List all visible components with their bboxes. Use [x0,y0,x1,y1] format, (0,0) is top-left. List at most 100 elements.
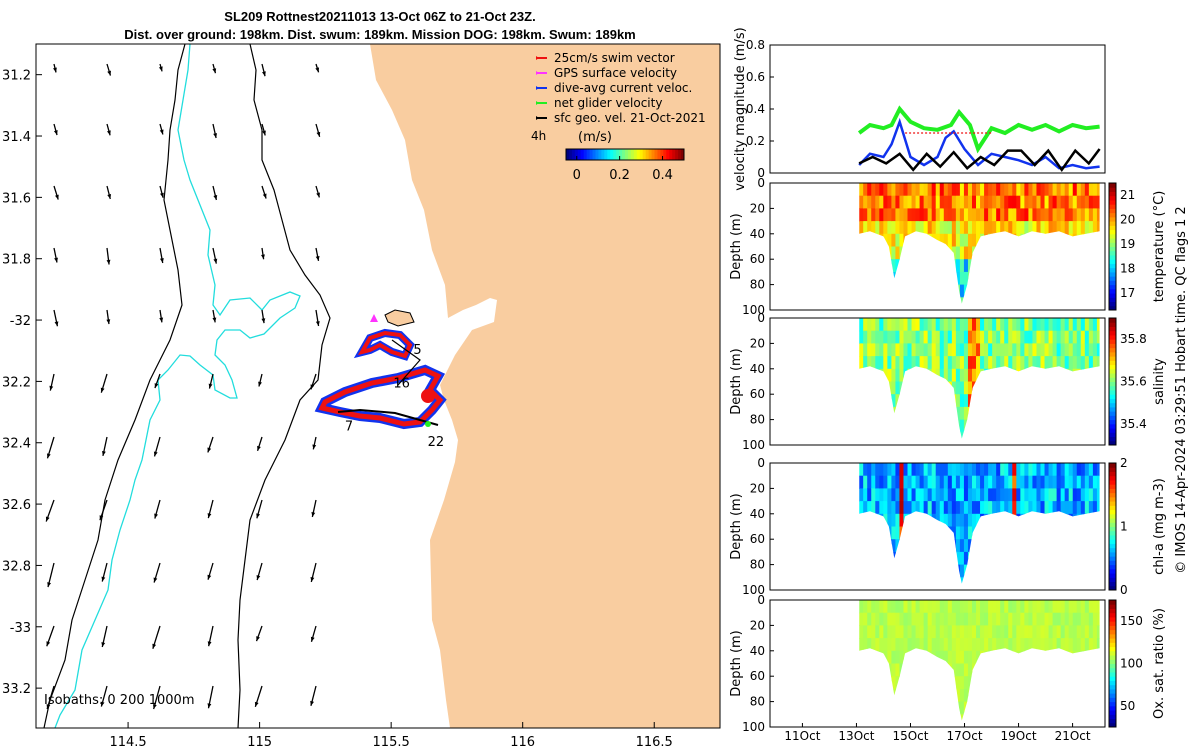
section-cell [887,356,892,370]
section-y-tick-label: 100 [742,303,765,317]
section-cell [899,488,905,502]
section-colorbar-segment [1109,280,1116,286]
section-cell [1088,195,1094,209]
section-cell [1092,208,1098,222]
section-cell [963,259,969,273]
section-cell [1000,488,1005,502]
section-cell [1020,183,1025,197]
colorbar-segment [663,149,667,160]
colorbar-segment [598,149,602,160]
geo-velocity-arrowhead [159,129,164,135]
section-cell [887,330,892,344]
section-cell [891,246,897,260]
section-cell [976,368,981,383]
section-cell [967,246,973,260]
section-cell [996,208,1001,222]
section-cell [1032,475,1038,489]
section-cell [1016,221,1021,235]
section-cell [1084,475,1090,489]
section-cell [1008,221,1013,235]
section-cell [903,318,909,332]
section-cell [963,271,969,286]
section-cell [1072,330,1078,344]
section-cell [955,318,961,332]
section-cell [984,463,989,477]
geo-velocity-arrowhead [101,642,106,648]
colorbar-segment [586,149,591,160]
section-cell [988,318,993,332]
section-cell [1040,195,1046,209]
section-cell [1040,475,1046,489]
section-cell [883,488,888,502]
section-cell [899,221,905,235]
section-cell [1056,183,1062,197]
section-cell [1064,501,1070,515]
section-cell [871,638,876,652]
section-cell [971,343,977,357]
net-glider-marker [425,421,431,427]
section-cell [911,625,917,639]
section-cell [988,195,993,209]
section-cell [1084,356,1090,370]
section-cell [947,650,953,665]
section-frame [769,182,1106,311]
section-cell [863,356,868,370]
section-cell [1096,501,1100,515]
section-cell [1064,330,1070,344]
section-cell [903,183,909,197]
section-colorbar-segment [1109,479,1116,485]
map-x-tick-label: 114.5 [109,735,146,750]
section-cell [1092,330,1098,344]
section-cell [1036,183,1042,197]
section-cell [1020,195,1025,209]
section-cell [1052,330,1058,344]
section-cell [863,600,868,614]
section-cell [1020,501,1025,515]
section-cell [927,195,933,209]
section-cell [1016,195,1021,209]
section-cell [859,612,864,626]
section-cell [943,221,949,235]
geo-velocity-arrowhead [213,195,218,200]
section-cell [863,475,868,489]
section-cell [927,475,933,489]
section-cell [1084,208,1090,222]
section-cell [967,513,973,528]
section-cell [859,463,864,477]
section-colorbar-segment [1109,600,1116,605]
section-cell [927,183,933,197]
section-cell [875,330,880,344]
geo-velocity-arrowhead [152,643,157,649]
section-cell [895,488,901,502]
section-cell [967,394,973,408]
section-cell [967,475,973,489]
section-cell [891,195,897,209]
section-cell [951,600,957,614]
section-cell [955,663,961,677]
section-cell [947,356,953,370]
section-cell [980,343,985,357]
section-colorbar-segment [1109,322,1116,327]
section-cell [1028,356,1034,370]
section-cell [1024,221,1030,235]
section-cell [992,463,997,477]
section-cell [1032,638,1038,652]
section-cell [996,221,1001,235]
section-cell [935,208,941,222]
isobath-0m [54,44,301,728]
chart-title-line-2: Dist. over ground: 198km. Dist. swum: 18… [124,27,636,42]
section-cell [959,701,965,715]
section-cell [939,650,945,665]
section-cell [1012,195,1017,209]
section-cell [996,343,1001,357]
section-cell [899,233,905,248]
section-cell [1084,318,1090,332]
section-cell [907,488,913,502]
section-cell [1084,463,1090,477]
section-colorbar-segment [1109,297,1116,303]
section-cell [959,368,965,383]
section-cell [955,233,961,248]
section-cell [959,513,965,528]
section-cell [919,475,925,489]
section-cell [919,330,925,344]
